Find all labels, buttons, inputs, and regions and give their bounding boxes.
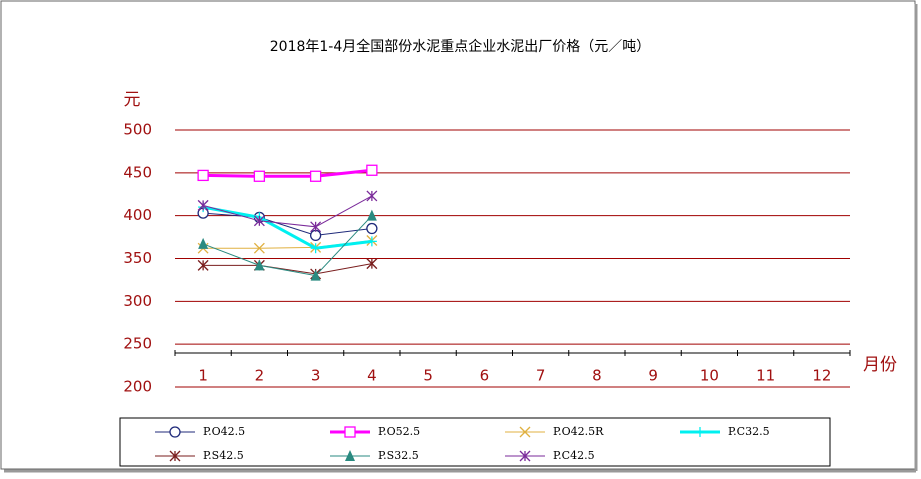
series-line	[203, 263, 372, 275]
legend-label: P.O42.5	[203, 425, 245, 438]
point-marker	[198, 237, 209, 249]
chart-title: 2018年1-4月全国部份水泥重点企业水泥出厂价格（元／吨）	[270, 38, 651, 55]
marker-shape	[366, 164, 378, 176]
y-tick-label: 200	[123, 378, 152, 396]
marker-shape	[253, 170, 266, 182]
point-marker	[197, 199, 209, 211]
legend-label: P.O52.5	[378, 425, 420, 438]
point-marker	[366, 258, 378, 270]
y-tick-label: 450	[123, 163, 152, 181]
x-tick-label: 9	[648, 367, 658, 385]
legend-label: P.O42.5R	[553, 425, 604, 438]
y-axis-label: 元	[124, 90, 141, 110]
marker-shape	[345, 450, 355, 461]
y-tick-label: 500	[123, 121, 152, 139]
point-marker	[310, 269, 321, 281]
y-tick-label: 250	[123, 335, 152, 353]
series-line	[202, 215, 373, 277]
y-tick-label: 350	[123, 249, 152, 267]
legend-marker	[169, 450, 181, 462]
series-line	[202, 195, 373, 228]
x-tick-label: 7	[536, 367, 546, 385]
x-tick-label: 6	[480, 367, 490, 385]
x-tick-label: 4	[367, 367, 377, 385]
point-marker	[309, 170, 322, 182]
point-marker	[310, 221, 322, 233]
point-marker	[254, 259, 265, 271]
legend-label: P.C42.5	[553, 449, 595, 462]
series-line	[203, 168, 373, 178]
frame	[0, 0, 916, 470]
marker-shape	[254, 259, 265, 271]
marker-shape	[366, 222, 378, 235]
x-tick-label: 1	[198, 367, 208, 385]
point-marker	[309, 229, 322, 242]
legend-box	[119, 417, 831, 467]
legend-label: P.S32.5	[378, 449, 419, 462]
series-line	[203, 212, 372, 236]
marker-shape	[169, 426, 181, 438]
point-marker	[253, 170, 266, 182]
x-tick-label: 8	[592, 367, 602, 385]
marker-shape	[309, 229, 322, 242]
legend-marker	[519, 426, 531, 438]
marker-shape	[366, 209, 377, 221]
point-marker	[366, 209, 377, 221]
legend-marker	[344, 426, 356, 438]
legend-label: P.S42.5	[203, 449, 244, 462]
y-tick-label: 300	[123, 292, 152, 310]
x-tick-label: 2	[255, 367, 265, 385]
legend-marker	[519, 450, 531, 462]
marker-shape	[344, 426, 356, 438]
series-line	[202, 205, 373, 250]
point-marker	[197, 169, 209, 182]
x-tick-label: 11	[756, 367, 775, 385]
legend-label: P.C32.5	[728, 425, 770, 438]
x-tick-label: 3	[311, 367, 321, 385]
marker-shape	[309, 170, 322, 182]
legend-marker	[169, 426, 181, 438]
x-tick-label: 10	[700, 367, 719, 385]
marker-shape	[310, 269, 321, 281]
point-marker	[366, 164, 378, 176]
point-marker	[197, 259, 209, 271]
marker-shape	[197, 169, 209, 182]
x-tick-label: 12	[812, 367, 831, 385]
legend-marker	[345, 450, 355, 461]
marker-stroke	[253, 242, 265, 254]
legend-marker	[695, 427, 705, 437]
x-tick-label: 5	[423, 367, 433, 385]
point-marker	[366, 236, 377, 247]
point-marker	[253, 242, 265, 254]
y-tick-label: 400	[123, 206, 152, 224]
point-marker	[366, 222, 378, 235]
marker-shape	[198, 237, 209, 249]
point-marker	[366, 190, 378, 202]
point-marker	[310, 243, 321, 254]
point-marker	[253, 215, 265, 227]
x-axis-label: 月份	[863, 355, 897, 375]
marker-stroke	[519, 426, 531, 438]
